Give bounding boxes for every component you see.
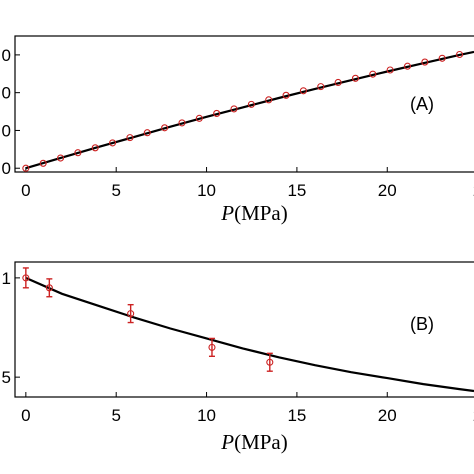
panel-a-markers: [22, 50, 464, 172]
panel-b-y-tick-label: 5: [2, 368, 11, 387]
panel-a-data-point: [282, 91, 290, 99]
panel-b-data-point: [127, 310, 135, 318]
panel-a-x-tick-label: 20: [378, 181, 397, 200]
panel-a-data-point: [455, 50, 464, 59]
panel-a-x-axis-label: P(MPa): [220, 201, 288, 225]
panel-b-frame: [14, 261, 474, 398]
panel-a-data-point: [421, 58, 429, 66]
panel-b: 05101520215 (B) P(MPa): [2, 261, 474, 454]
panel-a-data-point: [195, 114, 203, 122]
panel-a-data-point: [213, 109, 221, 117]
panel-a-data-point: [91, 144, 99, 152]
panel-b-data-point: [45, 284, 53, 292]
panel-b-fit-line: [25, 276, 474, 393]
panel-a-data-point: [299, 87, 307, 95]
panel-a-x-tick-label: 2: [473, 181, 474, 200]
panel-b-data-point: [208, 343, 216, 351]
panel-a-x-tick-label: 0: [21, 181, 30, 200]
panel-a-data-point: [351, 74, 360, 82]
panel-a-frame: [14, 35, 474, 173]
panel-b-x-tick-label: 15: [287, 406, 306, 425]
panel-a-data-point: [126, 134, 134, 142]
panel-a-x-tick-label: 5: [111, 181, 120, 200]
panel-a-data-point: [161, 124, 169, 132]
panel-a-data-point: [39, 159, 47, 167]
panel-a-data-point: [369, 70, 377, 78]
panel-a-data-point: [109, 139, 117, 147]
panel-b-x-tick-label: 2: [473, 406, 474, 425]
panel-a-data-point: [22, 164, 30, 172]
panel-b-x-unit: (MPa): [234, 430, 288, 454]
panel-a-y-tick-label: 0: [2, 46, 11, 65]
panel-a-x-tick-label: 10: [197, 181, 216, 200]
panel-a-ticks: 0510152020000: [2, 46, 474, 200]
panel-a-data-point: [143, 129, 151, 137]
panel-a-y-tick-label: 0: [2, 121, 11, 140]
panel-b-y-tick-label: 1: [2, 269, 11, 288]
panel-a-x-unit: (MPa): [234, 201, 288, 225]
panel-b-x-tick-label: 10: [197, 406, 216, 425]
panel-a-x-tick-label: 15: [287, 181, 306, 200]
panel-a: 0510152020000 (A) P(MPa): [2, 35, 474, 225]
panel-a-data-point: [265, 96, 273, 104]
panel-b-x-tick-label: 5: [111, 406, 120, 425]
panel-b-fit-line-group: [25, 276, 474, 393]
panel-b-x-tick-label: 20: [378, 406, 397, 425]
panel-a-data-point: [334, 78, 342, 87]
panel-b-ticks: 05101520215: [2, 269, 474, 425]
panel-a-data-point: [403, 62, 412, 70]
panel-a-data-point: [178, 119, 186, 127]
panel-a-data-point: [56, 154, 65, 162]
panel-a-data-point: [230, 105, 238, 113]
panel-b-data-point: [266, 358, 274, 366]
panel-a-label: (A): [410, 94, 434, 114]
panel-a-fit-line-group: [25, 50, 474, 170]
panel-a-y-tick-label: 0: [2, 84, 11, 103]
panel-b-label: (B): [410, 314, 434, 334]
panel-b-x-axis-label: P(MPa): [220, 430, 288, 454]
panel-a-y-tick-label: 0: [2, 159, 11, 178]
panel-b-x-symbol: P: [220, 430, 234, 454]
panel-b-data-point: [22, 274, 30, 282]
panel-a-data-point: [386, 66, 394, 74]
panel-b-x-tick-label: 0: [21, 406, 30, 425]
panel-b-markers: [22, 267, 274, 372]
panel-a-fit-line: [25, 50, 474, 170]
panel-a-data-point: [247, 100, 255, 108]
panel-a-data-point: [438, 54, 446, 62]
panel-a-data-point: [317, 83, 325, 91]
panel-a-x-symbol: P: [220, 201, 234, 225]
panel-a-data-point: [74, 149, 82, 157]
